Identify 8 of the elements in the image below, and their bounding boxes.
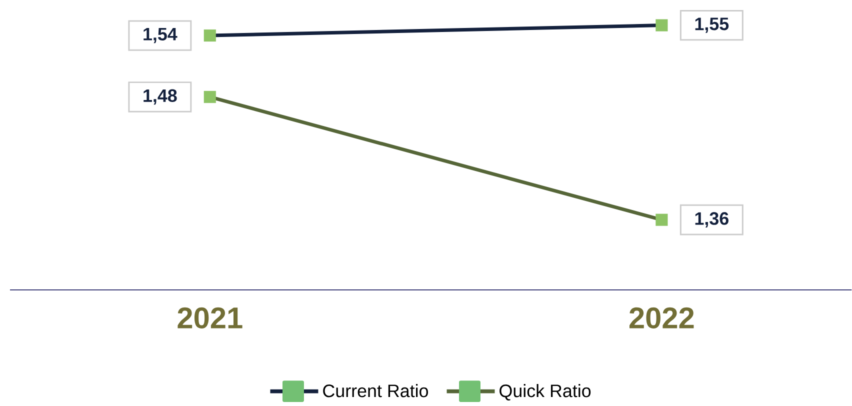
data-label: 1,36	[695, 212, 728, 228]
data-label: 1,54	[144, 28, 178, 44]
x-tick-label: 2022	[629, 307, 694, 329]
data-label: 1,48	[144, 89, 177, 105]
legend-label: Current Ratio	[323, 384, 428, 398]
legend-label: Quick Ratio	[500, 384, 591, 401]
x-tick-label: 2021	[178, 307, 242, 329]
data-label: 1,55	[695, 18, 729, 33]
